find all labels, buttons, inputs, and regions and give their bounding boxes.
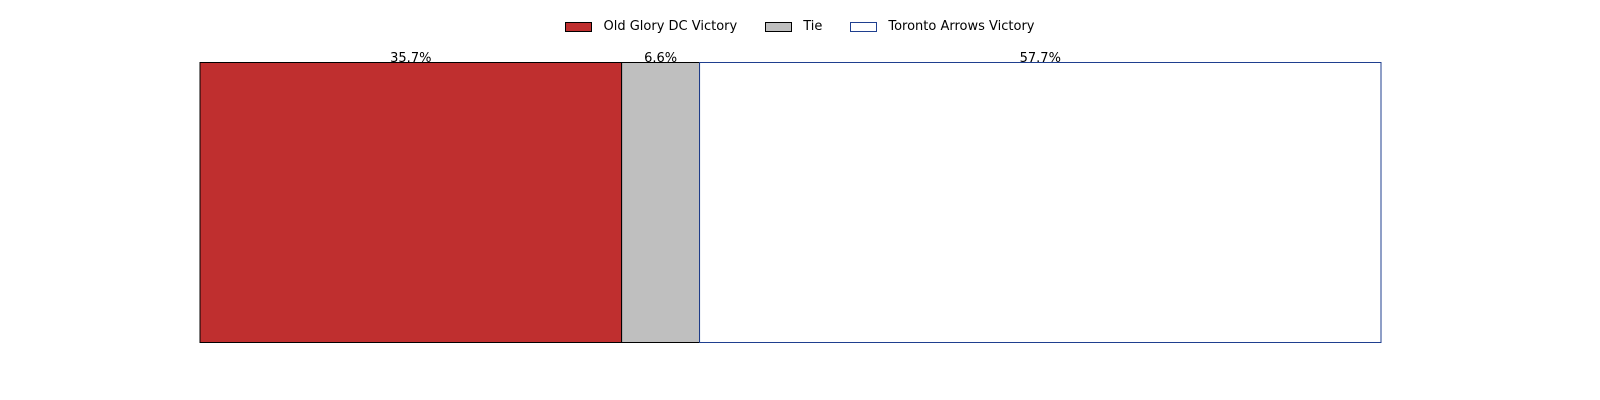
percentage-label-tie: 6.6%: [644, 51, 677, 66]
legend-label-old-glory-dc-victory: Old Glory DC Victory: [603, 19, 738, 34]
bar-segment-tie: [621, 62, 701, 343]
legend-swatch-toronto-arrows-victory: [850, 21, 878, 32]
bar-segment-toronto-arrows-victory: [699, 62, 1382, 343]
bar-segments: [199, 62, 1382, 343]
legend-label-toronto-arrows-victory: Toronto Arrows Victory: [888, 19, 1035, 34]
percentage-labels: 35.7% 6.6% 57.7%: [390, 51, 1061, 66]
legend-label-tie: Tie: [803, 19, 823, 34]
percentage-label-old-glory-dc-victory: 35.7%: [390, 51, 431, 66]
legend-entry-old-glory-dc-victory: Old Glory DC Victory: [565, 19, 737, 34]
legend-entry-toronto-arrows-victory: Toronto Arrows Victory: [850, 19, 1035, 34]
legend-swatch-tie: [765, 21, 793, 32]
legend-swatch-old-glory-dc-victory: [565, 21, 593, 32]
bar-segment-old-glory-dc-victory: [199, 62, 623, 343]
percentage-label-toronto-arrows-victory: 57.7%: [1020, 51, 1061, 66]
legend-entry-tie: Tie: [765, 19, 822, 34]
chart-legend: Old Glory DC Victory Tie Toronto Arrows …: [0, 19, 1600, 34]
